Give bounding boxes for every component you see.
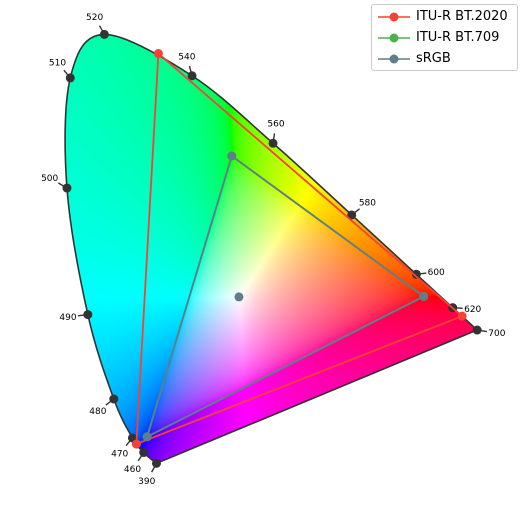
wavelength-label-540: 540 [178, 52, 195, 62]
whitepoint-marker [234, 292, 244, 302]
wavelength-marker-460 [139, 448, 149, 458]
legend-swatch-bt2020 [378, 12, 410, 22]
legend-swatch-bt709 [378, 33, 410, 43]
wavelength-label-620: 620 [464, 305, 481, 315]
legend-label-srgb: sRGB [416, 51, 451, 66]
wavelength-marker-700 [472, 325, 482, 335]
gamut-primary-itu-r-bt-2020-0 [457, 311, 467, 321]
gamut-primary-srgb-1 [227, 151, 237, 161]
wavelength-marker-600 [411, 269, 421, 279]
wavelength-marker-390 [151, 458, 161, 468]
wavelength-label-490: 490 [59, 313, 76, 323]
legend-swatch-srgb [378, 54, 410, 64]
legend-label-bt2020: ITU-R BT.2020 [416, 9, 508, 24]
wavelength-marker-490 [83, 310, 93, 320]
wavelength-marker-480 [109, 394, 119, 404]
wavelength-marker-520 [99, 29, 109, 39]
wavelength-label-700: 700 [488, 329, 505, 339]
legend-item-srgb: sRGB [372, 49, 517, 69]
legend-item-bt709: ITU-R BT.709 [372, 28, 517, 48]
legend-label-bt709: ITU-R BT.709 [416, 30, 500, 45]
gamut-primary-srgb-2 [142, 432, 152, 442]
wavelength-marker-580 [347, 210, 357, 220]
wavelength-marker-560 [268, 138, 278, 148]
wavelength-marker-500 [62, 183, 72, 193]
wavelength-label-600: 600 [428, 268, 445, 278]
wavelength-label-500: 500 [41, 174, 58, 184]
spectral-locus-layer: 390 460 470 480 490 500 510 520 540 560 580 600 620 7… [41, 13, 506, 487]
spectral-locus-line [64, 33, 479, 465]
gamut-primary-srgb-0 [419, 291, 429, 301]
wavelength-label-580: 580 [359, 199, 376, 209]
wavelength-label-560: 560 [267, 119, 284, 129]
wavelength-label-390: 390 [138, 477, 155, 487]
wavelength-marker-510 [65, 73, 75, 83]
wavelength-label-510: 510 [49, 59, 66, 69]
gamut-primary-itu-r-bt-2020-2 [131, 439, 141, 449]
wavelength-marker-540 [187, 71, 197, 81]
wavelength-label-470: 470 [111, 449, 128, 459]
gamut-line-itu-r-bt-2020 [135, 51, 463, 446]
wavelength-label-520: 520 [86, 13, 103, 23]
gamut-layer [131, 49, 467, 449]
legend-item-bt2020: ITU-R BT.2020 [372, 7, 517, 27]
gamut-primary-itu-r-bt-2020-1 [153, 49, 163, 59]
wavelength-label-460: 460 [124, 465, 141, 475]
legend: ITU-R BT.2020 ITU-R BT.709 sRGB [371, 4, 518, 71]
gamut-line-srgb [145, 154, 425, 439]
wavelength-label-480: 480 [89, 407, 106, 417]
